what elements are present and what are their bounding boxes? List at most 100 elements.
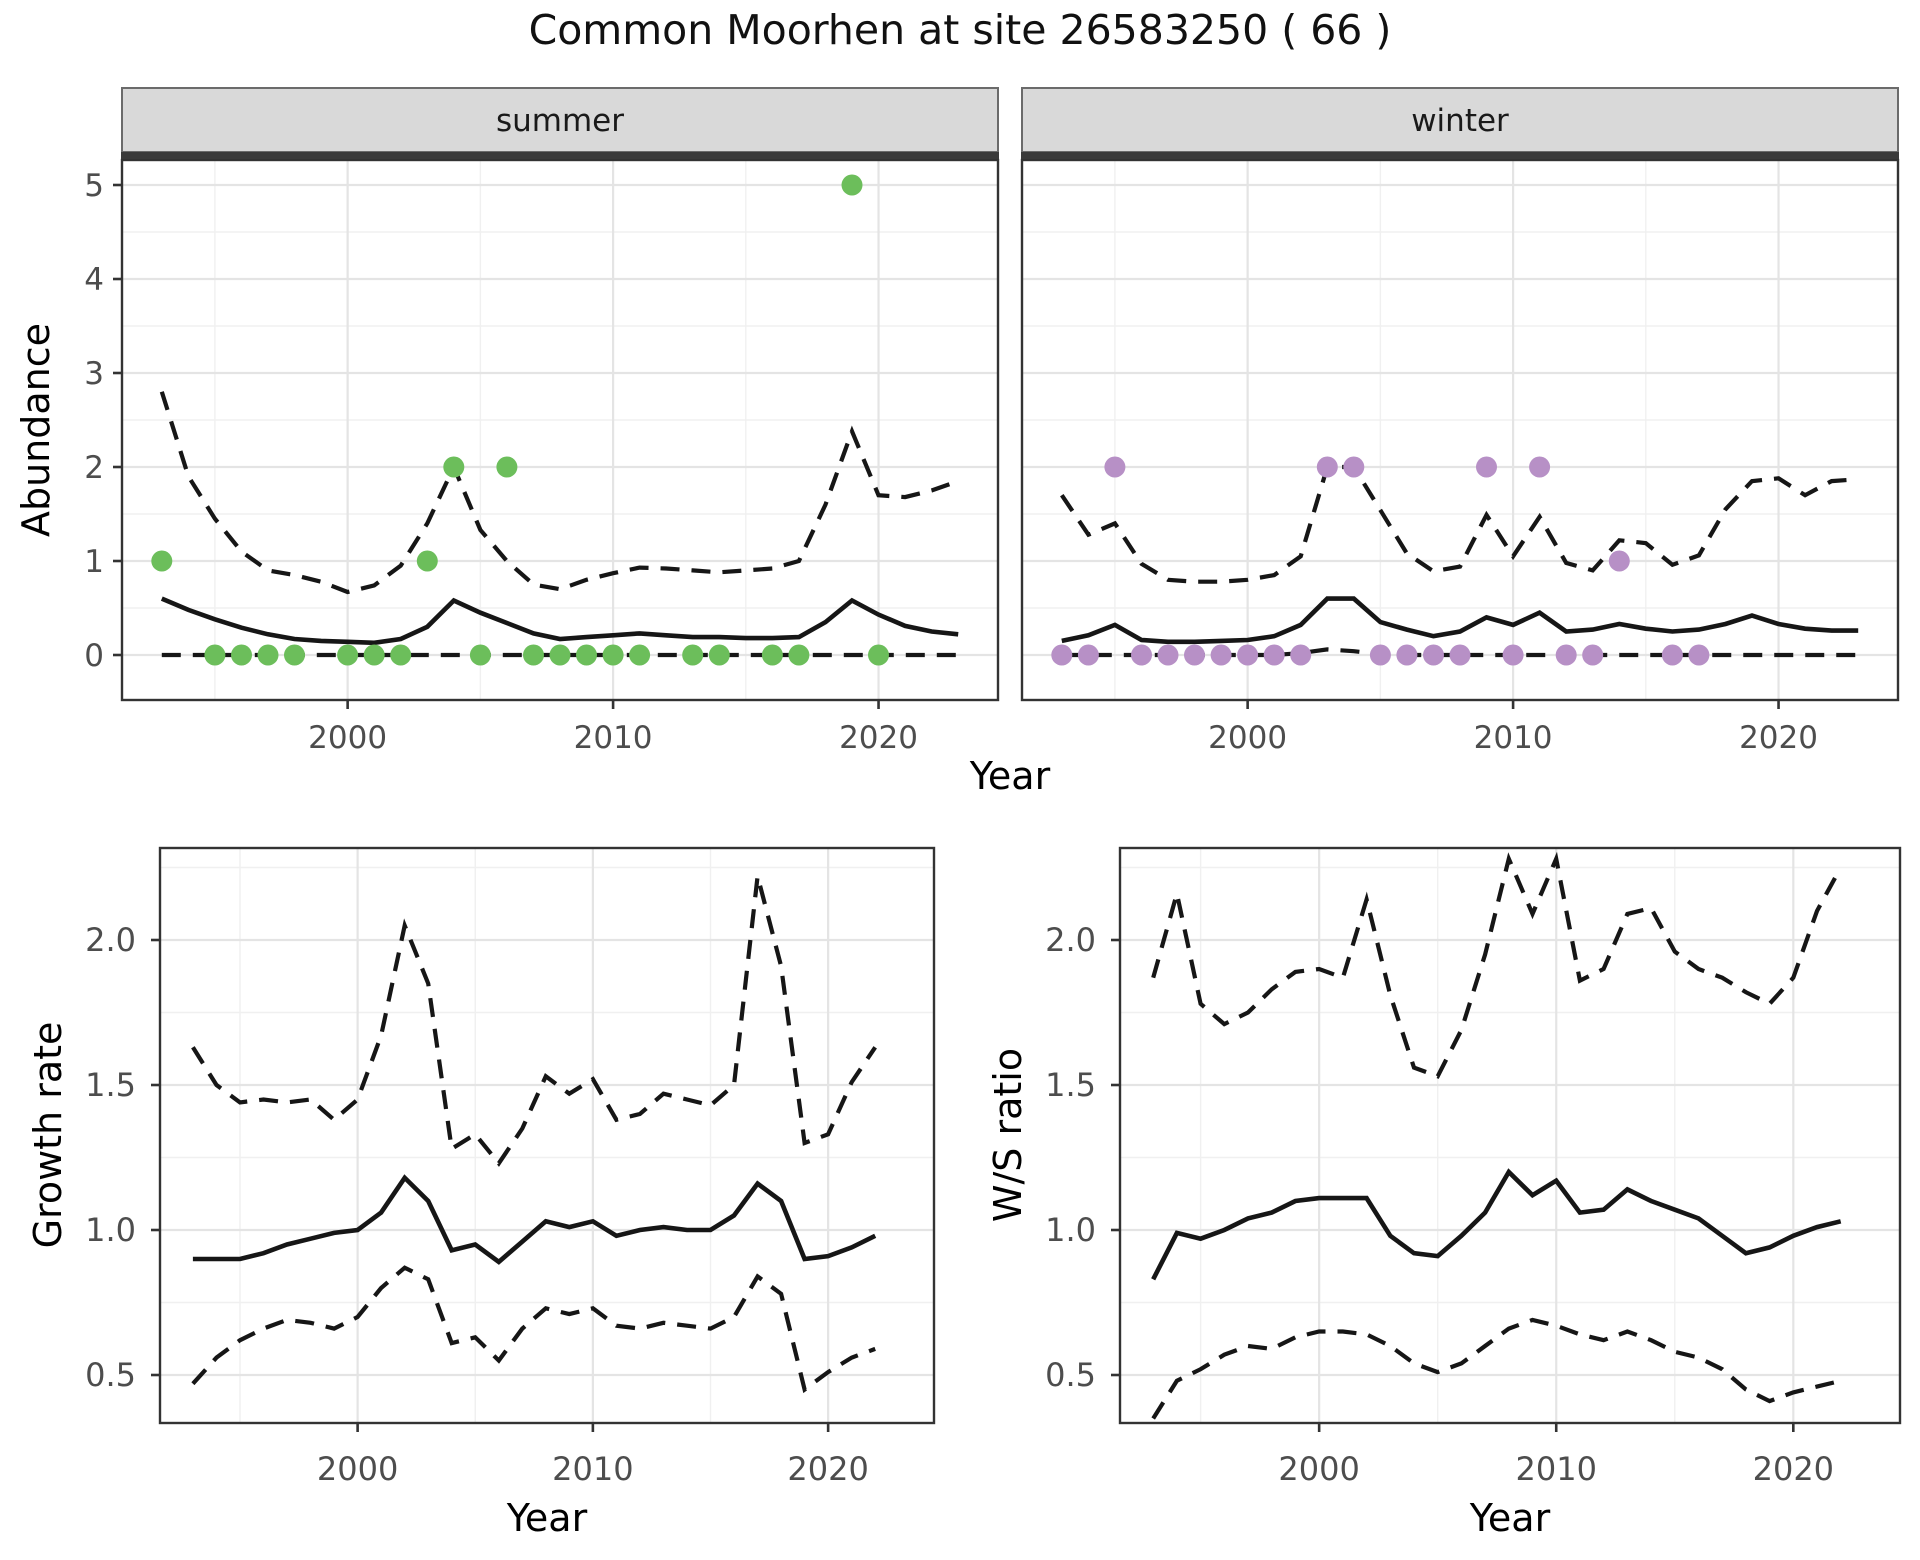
ws-ratio-panel-border	[1118, 846, 1902, 1425]
growth-rate-modelled_mean-line	[192, 1174, 877, 1265]
y-axis-title-growth-rate: Growth rate	[26, 1021, 70, 1249]
y-axis-title-abundance: Abundance	[14, 322, 58, 538]
abundance-summer-observed-point	[496, 456, 518, 478]
y-tick-label: 3	[84, 356, 104, 392]
facet-label-summer: summer	[495, 103, 624, 139]
abundance-winter-observed-point	[1077, 644, 1099, 666]
abundance-winter-observed-point	[1104, 456, 1126, 478]
abundance-summer-strip-band	[121, 152, 999, 159]
ws-ratio-modelled_mean-line	[1151, 1168, 1842, 1281]
abundance-winter-observed-point	[1131, 644, 1152, 666]
ws-ratio-upper_ci-line	[1151, 851, 1843, 1079]
abundance-summer-observed-point	[629, 644, 651, 666]
abundance-winter-observed-point	[1396, 644, 1418, 666]
abundance-summer-observed-point	[549, 644, 571, 666]
abundance-summer-observed-point	[576, 644, 597, 666]
x-axis-title-year-ws: Year	[1469, 1496, 1551, 1540]
abundance-summer-observed-point	[284, 644, 305, 666]
abundance-summer-observed-point	[682, 644, 704, 666]
growth-rate-upper_ci-line	[191, 875, 877, 1167]
abundance-summer-observed-point	[841, 174, 863, 196]
x-axis-title-year-top: Year	[969, 754, 1051, 798]
facet-label-winter: winter	[1411, 103, 1509, 139]
x-tick-label: 2020	[1739, 720, 1818, 756]
abundance-winter-observed-point	[1423, 644, 1444, 666]
abundance-summer-panel-border	[120, 158, 1000, 702]
y-tick-label: 2.0	[1045, 921, 1096, 959]
abundance-summer-observed-point	[469, 644, 491, 666]
y-tick-label: 1.5	[1045, 1066, 1096, 1104]
abundance-winter-observed-point	[1688, 644, 1710, 666]
abundance-summer-observed-point	[204, 644, 226, 666]
abundance-winter-observed-point	[1237, 644, 1259, 666]
abundance-winter-observed-point	[1210, 644, 1232, 666]
abundance-winter-strip-band	[1021, 152, 1899, 159]
x-tick-label: 2010	[552, 1450, 633, 1488]
y-tick-label: 0	[84, 638, 104, 674]
x-tick-label: 2010	[1516, 1450, 1597, 1488]
x-tick-label: 2010	[574, 720, 653, 756]
y-tick-label: 0.5	[85, 1356, 136, 1394]
abundance-summer-observed-point	[761, 644, 783, 666]
abundance-summer-observed-point	[231, 644, 252, 666]
abundance-winter-observed-point	[1051, 644, 1073, 666]
abundance-summer-observed-point	[868, 644, 889, 666]
x-tick-label: 2020	[839, 720, 918, 756]
x-tick-label: 2000	[317, 1450, 398, 1488]
chart-title: Common Moorhen at site 26583250 ( 66 )	[528, 6, 1392, 54]
abundance-summer-observed-point	[443, 456, 465, 478]
abundance-summer-observed-point	[337, 644, 359, 666]
abundance-winter-observed-point	[1449, 644, 1471, 666]
abundance-winter-panel-bg	[1022, 160, 1898, 700]
abundance-winter-observed-point	[1290, 644, 1312, 666]
x-tick-label: 2000	[1278, 1450, 1359, 1488]
y-tick-label: 5	[84, 168, 104, 204]
abundance-winter-observed-point	[1263, 644, 1285, 666]
abundance-summer-facet-strip	[121, 87, 999, 153]
x-tick-label: 2020	[1753, 1450, 1834, 1488]
abundance-winter-observed-point	[1369, 644, 1391, 666]
abundance-winter-observed-point	[1476, 456, 1497, 478]
abundance-summer-observed-point	[363, 644, 385, 666]
y-tick-label: 0.5	[1045, 1356, 1096, 1394]
abundance-summer-observed-point	[708, 644, 730, 666]
abundance-winter-upper_ci-line	[1060, 464, 1859, 584]
growth-rate-lower_ci-line	[191, 1265, 876, 1394]
abundance-winter-observed-point	[1343, 456, 1365, 478]
abundance-winter-observed-point	[1582, 644, 1604, 666]
growth-rate-panel-bg	[160, 848, 934, 1423]
abundance-summer-observed-point	[416, 550, 438, 572]
abundance-winter-panel-border	[1020, 158, 1900, 702]
abundance-summer-observed-point	[788, 644, 810, 666]
y-tick-label: 1.0	[1045, 1211, 1096, 1249]
abundance-winter-observed-point	[1184, 644, 1205, 666]
y-tick-label: 2	[84, 450, 104, 486]
y-tick-label: 1.0	[85, 1211, 136, 1249]
abundance-winter-facet-strip	[1021, 87, 1899, 153]
abundance-winter-observed-point	[1608, 550, 1630, 572]
abundance-winter-observed-point	[1529, 456, 1551, 478]
y-tick-label: 2.0	[85, 921, 136, 959]
x-tick-label: 2000	[1208, 720, 1287, 756]
x-tick-label: 2020	[787, 1450, 868, 1488]
abundance-winter-modelled_mean-line	[1061, 596, 1859, 645]
y-tick-label: 4	[84, 262, 104, 298]
abundance-summer-observed-point	[523, 644, 544, 666]
abundance-summer-observed-point	[257, 644, 279, 666]
abundance-summer-upper_ci-line	[159, 391, 959, 595]
abundance-summer-panel-bg	[122, 160, 998, 700]
x-tick-label: 2010	[1474, 720, 1553, 756]
y-tick-label: 1.5	[85, 1066, 136, 1104]
abundance-winter-observed-point	[1555, 644, 1577, 666]
abundance-summer-observed-point	[602, 644, 624, 666]
ws-ratio-panel-bg	[1120, 848, 1900, 1423]
abundance-winter-observed-point	[1157, 644, 1179, 666]
y-tick-label: 1	[84, 544, 104, 580]
abundance-summer-observed-point	[390, 644, 412, 666]
growth-rate-panel-border	[158, 846, 936, 1425]
abundance-summer-modelled_mean-line	[160, 596, 959, 646]
abundance-winter-observed-point	[1502, 644, 1524, 666]
abundance-summer-observed-point	[151, 550, 173, 572]
